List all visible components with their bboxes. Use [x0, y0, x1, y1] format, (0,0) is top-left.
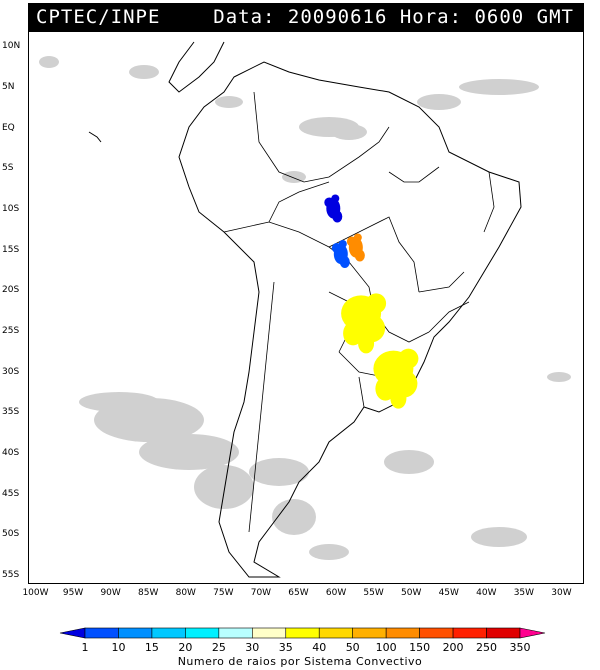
lat-label: 55S: [2, 569, 20, 580]
convective-system: [324, 194, 343, 223]
lon-label: 45W: [438, 588, 459, 598]
legend-tick-label: 50: [345, 641, 360, 654]
lat-label: 50S: [2, 529, 20, 540]
legend-tick-label: 15: [144, 641, 159, 654]
legend-tick-label: 25: [211, 641, 226, 654]
lat-label: 20S: [2, 285, 20, 296]
legend-tick-label: 350: [509, 641, 531, 654]
colorbar-segment: [118, 627, 153, 639]
colorbar-segment: [318, 627, 353, 639]
lon-label: 70W: [250, 588, 272, 598]
lat-label: 15S: [2, 244, 20, 255]
lat-label: 25S: [2, 325, 20, 336]
legend-tick-label: 200: [442, 641, 464, 654]
colorbar-right-arrow: [519, 627, 546, 639]
lat-label: 5S: [2, 163, 14, 174]
convective-system: [341, 293, 387, 354]
lon-label: 95W: [62, 588, 84, 598]
legend-tick-label: 30: [245, 641, 260, 654]
lat-label: 10S: [2, 203, 20, 214]
colorbar-segment: [218, 627, 253, 639]
colorbar-segment: [84, 627, 119, 639]
lat-label: EQ: [2, 122, 15, 133]
colorbar-segment: [385, 627, 420, 639]
legend-tick-label: 35: [278, 641, 293, 654]
legend-tick-label: 1: [81, 641, 89, 654]
legend-tick-label: 10: [111, 641, 126, 654]
lon-label: 30W: [551, 588, 572, 598]
legend-tick-label: 250: [476, 641, 498, 654]
legend-tick-label: 100: [375, 641, 397, 654]
title-bar: CPTEC/INPE Data: 20090616 Hora: 0600 GMT: [28, 3, 584, 31]
lat-label: 5N: [2, 81, 15, 92]
legend-tick-label: 150: [409, 641, 431, 654]
convective-system: [346, 233, 365, 262]
lat-label: 35S: [2, 407, 20, 418]
lat-label: 45S: [2, 488, 20, 499]
lon-label: 40W: [476, 588, 497, 598]
legend-tick-label: 40: [312, 641, 327, 654]
lon-label: 65W: [288, 588, 309, 598]
lon-label: 35W: [513, 588, 535, 598]
colorbar-segment: [452, 627, 487, 639]
colorbar-segment: [419, 627, 454, 639]
lon-label: 60W: [325, 588, 347, 598]
lat-label: 10N: [2, 41, 21, 52]
colorbar-segment: [252, 627, 287, 639]
legend-caption: Numero de raios por Sistema Convectivo: [177, 655, 423, 668]
source-label: CPTEC/INPE: [36, 6, 161, 28]
lat-label: 40S: [2, 447, 20, 458]
map-frame: [28, 31, 584, 584]
lon-label: 90W: [100, 588, 121, 598]
convective-systems-layer: [324, 194, 419, 409]
map-canvas: [39, 41, 571, 578]
convective-system: [373, 348, 419, 409]
lon-label: 55W: [363, 588, 384, 598]
colorbar-segment: [151, 627, 186, 639]
convective-system: [331, 240, 350, 269]
colorbar-segment: [352, 627, 387, 639]
colorbar-segment: [185, 627, 220, 639]
colorbar-left-arrow: [59, 627, 86, 639]
datetime-label: Data: 20090616 Hora: 0600 GMT: [213, 6, 574, 28]
colorbar-segment: [285, 627, 320, 639]
lon-label: 85W: [138, 588, 159, 598]
lon-label: 100W: [22, 588, 49, 598]
coastlines: [88, 41, 522, 578]
lon-label: 75W: [213, 588, 234, 598]
legend-colorbar: [59, 627, 546, 639]
legend-tick-label: 20: [178, 641, 193, 654]
lat-label: 30S: [2, 366, 20, 377]
cloud-field: [39, 56, 571, 560]
lon-label: 50W: [401, 588, 422, 598]
colorbar-segment: [486, 627, 521, 639]
lon-label: 80W: [175, 588, 196, 598]
